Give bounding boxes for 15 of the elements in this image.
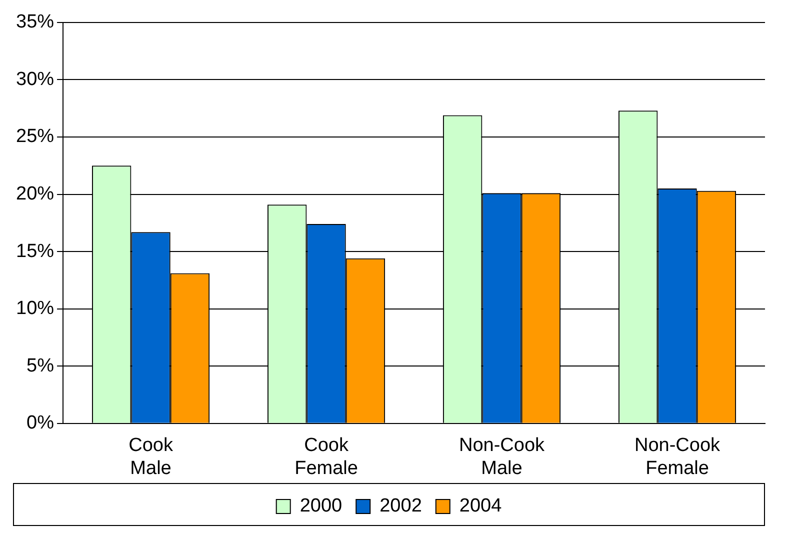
y-tick-label: 15%: [16, 240, 54, 262]
legend-label: 2004: [459, 496, 502, 517]
legend-label: 2000: [300, 496, 342, 517]
y-tick-label: 35%: [16, 12, 54, 33]
y-tick-label: 5%: [26, 355, 54, 376]
y-tick-label: 20%: [16, 183, 54, 204]
y-tick-label: 30%: [16, 68, 54, 90]
x-tick-label: Cook Female: [294, 435, 358, 479]
y-tick-label: 10%: [16, 298, 54, 320]
legend-label: 2002: [380, 496, 422, 517]
x-tick-label: Non-Cook Male: [458, 435, 546, 479]
y-tick-label: 0%: [26, 412, 54, 434]
y-tick-label: 25%: [16, 126, 54, 148]
x-tick-label: Cook Male: [128, 435, 174, 479]
x-tick-label: Non-Cook Female: [634, 435, 721, 479]
